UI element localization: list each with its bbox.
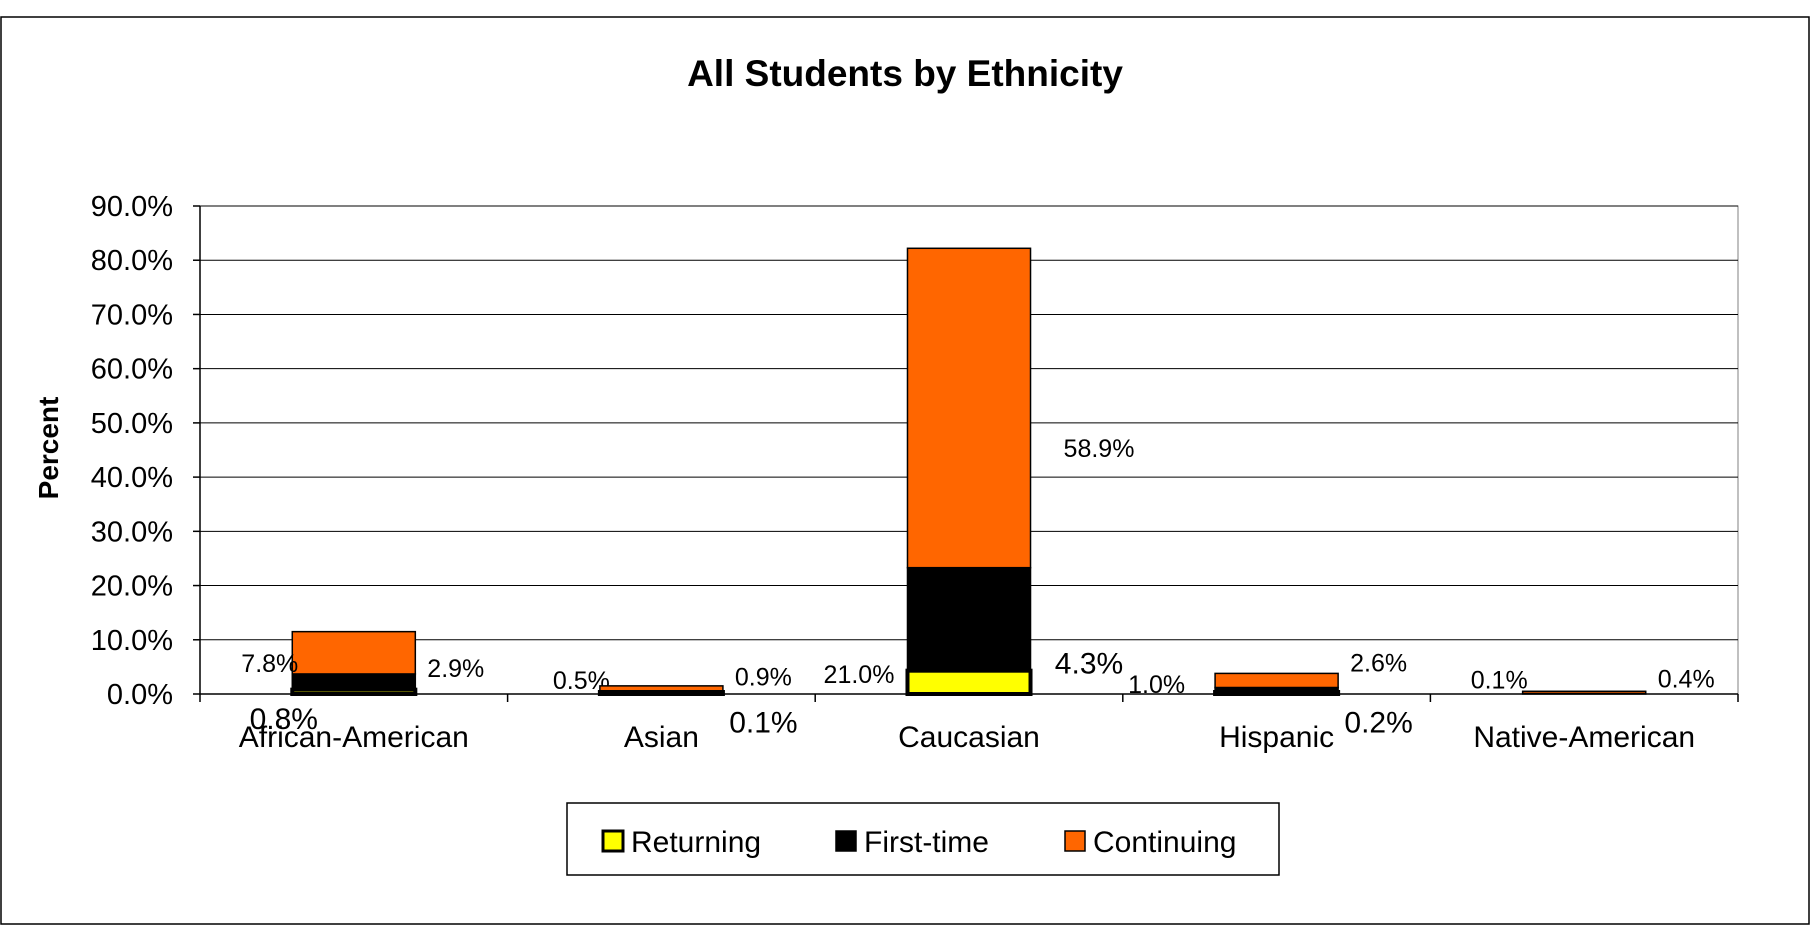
data-label-returning: 0.2%: [1344, 706, 1412, 739]
bar-continuing-african-american: [291, 630, 417, 675]
x-category-label: Native-American: [1473, 721, 1695, 754]
data-label-continuing: 7.8%: [241, 650, 298, 678]
legend-swatch-continuing: [1064, 830, 1086, 852]
legend-label-returning: Returning: [631, 826, 761, 859]
bar-first-time-african-american: [291, 673, 417, 691]
legend-label-continuing: Continuing: [1093, 826, 1236, 859]
y-tick-label: 20.0%: [91, 571, 173, 603]
data-label-first-time: 21.0%: [824, 661, 895, 689]
data-label-continuing: 0.9%: [735, 663, 792, 691]
y-tick-label: 60.0%: [91, 354, 173, 386]
bar-continuing-caucasian: [906, 247, 1032, 569]
y-tick-label: 0.0%: [107, 679, 173, 711]
bar-first-time-hispanic: [1214, 686, 1339, 694]
y-tick-label: 10.0%: [91, 625, 173, 657]
data-label-continuing: 0.4%: [1658, 665, 1715, 693]
x-category-label: Hispanic: [1219, 721, 1334, 754]
data-label-first-time: 0.1%: [1471, 667, 1528, 695]
chart-title: All Students by Ethnicity: [687, 53, 1123, 94]
y-tick-label: 70.0%: [91, 299, 173, 331]
data-label-continuing: 2.6%: [1350, 649, 1407, 677]
bar-continuing-asian: [599, 685, 724, 692]
x-category-label: Caucasian: [898, 721, 1040, 754]
legend-label-first-time: First-time: [864, 826, 989, 859]
x-category-label: African-American: [239, 721, 469, 754]
data-label-continuing: 58.9%: [1064, 435, 1135, 463]
data-label-returning: 0.8%: [250, 703, 318, 736]
legend-swatch-returning: [601, 829, 625, 853]
bar-returning-caucasian: [905, 668, 1033, 697]
bar-continuing-hispanic: [1214, 672, 1339, 689]
y-tick-label: 40.0%: [91, 462, 173, 494]
plot-area: 0.0% 10.0% 20.0% 30.0% 40.0% 50.0% 60.0% 70.0% 8…: [91, 191, 1739, 754]
data-label-returning: 0.1%: [729, 707, 797, 740]
x-category-label: Asian: [624, 721, 699, 754]
data-label-first-time: 2.9%: [427, 655, 484, 683]
legend-swatch-first-time: [835, 830, 857, 852]
y-tick-label: 90.0%: [91, 191, 173, 223]
y-tick-label: 50.0%: [91, 408, 173, 440]
legend-box: [566, 802, 1280, 876]
data-label-first-time: 1.0%: [1128, 671, 1185, 699]
y-axis-title: Percent: [33, 397, 64, 500]
y-tick-label: 30.0%: [91, 516, 173, 548]
bar-continuing-native-american: [1521, 690, 1647, 695]
legend: Returning First-time Continuing: [566, 802, 1280, 876]
data-label-returning: 4.3%: [1055, 647, 1123, 680]
y-tick-label: 80.0%: [91, 245, 173, 277]
bar-first-time-caucasian: [906, 566, 1032, 672]
